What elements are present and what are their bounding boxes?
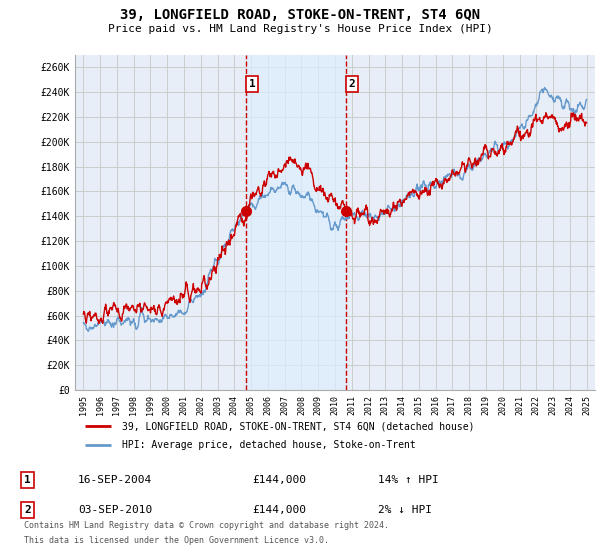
Text: 1: 1 — [24, 475, 31, 485]
Text: £144,000: £144,000 — [252, 505, 306, 515]
Text: 03-SEP-2010: 03-SEP-2010 — [78, 505, 152, 515]
Text: 14% ↑ HPI: 14% ↑ HPI — [378, 475, 439, 485]
Text: Contains HM Land Registry data © Crown copyright and database right 2024.: Contains HM Land Registry data © Crown c… — [24, 521, 389, 530]
Text: 2: 2 — [349, 79, 356, 89]
Text: £144,000: £144,000 — [252, 475, 306, 485]
Text: 2: 2 — [24, 505, 31, 515]
Text: HPI: Average price, detached house, Stoke-on-Trent: HPI: Average price, detached house, Stok… — [122, 440, 416, 450]
Text: 16-SEP-2004: 16-SEP-2004 — [78, 475, 152, 485]
Text: 39, LONGFIELD ROAD, STOKE-ON-TRENT, ST4 6QN (detached house): 39, LONGFIELD ROAD, STOKE-ON-TRENT, ST4 … — [122, 421, 475, 431]
Text: Price paid vs. HM Land Registry's House Price Index (HPI): Price paid vs. HM Land Registry's House … — [107, 24, 493, 34]
Text: 2% ↓ HPI: 2% ↓ HPI — [378, 505, 432, 515]
Text: 1: 1 — [249, 79, 256, 89]
Text: This data is licensed under the Open Government Licence v3.0.: This data is licensed under the Open Gov… — [24, 536, 329, 545]
Bar — [246, 55, 346, 390]
Text: 39, LONGFIELD ROAD, STOKE-ON-TRENT, ST4 6QN: 39, LONGFIELD ROAD, STOKE-ON-TRENT, ST4 … — [120, 8, 480, 22]
